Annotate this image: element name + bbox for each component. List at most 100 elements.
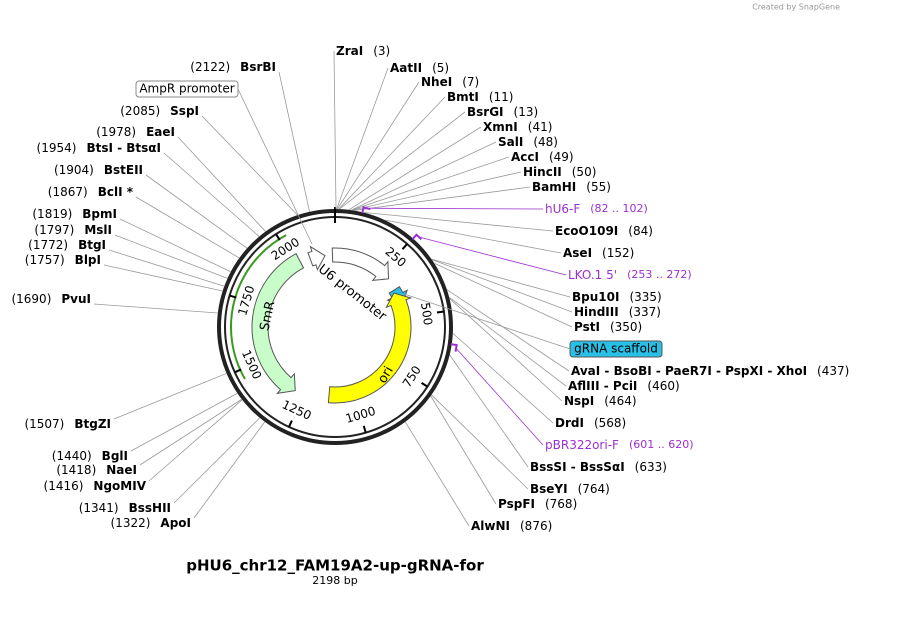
enzyme-label: NspI (464) (564, 394, 637, 408)
enzyme-name: BssHII (129, 501, 171, 515)
enzyme-name: Bpu10I (572, 290, 619, 304)
primer-leader (418, 236, 567, 276)
enzyme-site: (1418) (56, 463, 96, 477)
enzyme-name: BlpI (75, 253, 101, 267)
enzyme-leader (93, 303, 218, 314)
enzyme-name: BmtI (447, 90, 479, 104)
enzyme-site: (437) (817, 364, 849, 378)
enzyme-site: (41) (528, 120, 553, 134)
ring-tick (275, 233, 281, 241)
primer-label: pBR322ori-F (601 .. 620) (545, 438, 694, 452)
enzyme-site: (5) (432, 61, 449, 75)
enzyme-site: (1797) (34, 223, 74, 237)
enzyme-name: BseYI (530, 482, 568, 496)
enzyme-leader (431, 258, 571, 298)
enzyme-leader (384, 219, 562, 254)
enzyme-label: (1757) BlpI (25, 253, 101, 267)
watermark: Created by SnapGene (752, 3, 840, 12)
feature-arrow (331, 247, 390, 281)
enzyme-label: BseYI (764) (530, 482, 610, 496)
enzyme-name: ZraI (336, 44, 363, 58)
enzyme-site: (1978) (96, 125, 136, 139)
enzyme-site: (768) (545, 497, 577, 511)
enzyme-site: (3) (373, 44, 390, 58)
enzyme-label: (1690) PvuI (11, 292, 91, 306)
enzyme-leader (430, 395, 497, 505)
enzyme-site: (1772) (28, 238, 68, 252)
enzyme-label: (1904) BstEII (54, 163, 143, 177)
enzyme-name: SspI (170, 104, 199, 118)
enzyme-site: (1954) (37, 141, 77, 155)
enzyme-site: (1322) (111, 516, 151, 530)
primer-label: hU6-F (82 .. 102) (545, 202, 648, 216)
enzyme-label: NheI (7) (421, 75, 479, 89)
enzyme-name: AccI (511, 150, 539, 164)
enzyme-name: BtgI (78, 238, 106, 252)
enzyme-name: AseI (563, 246, 592, 260)
enzyme-site: (764) (578, 482, 610, 496)
enzyme-leader (431, 394, 529, 490)
enzyme-name: BstEII (104, 163, 143, 177)
enzyme-site: (337) (629, 305, 661, 319)
enzyme-name: SalI (498, 135, 523, 149)
ring-tick-label: 1250 (280, 397, 314, 422)
enzyme-label: (1978) EaeI (96, 125, 175, 139)
enzyme-site: (876) (520, 519, 552, 533)
enzyme-label: XmnI (41) (483, 120, 552, 134)
enzyme-name: AatII (390, 61, 422, 75)
enzyme-name: PspFI (498, 497, 535, 511)
enzyme-label: AseI (152) (563, 246, 634, 260)
enzyme-label: (1954) BtsI - BtsαI (37, 141, 161, 155)
enzyme-leader (135, 196, 240, 259)
primer-name: hU6-F (545, 202, 580, 216)
enzyme-site: (1867) (48, 185, 88, 199)
enzyme-leader (449, 298, 563, 402)
enzyme-leader (404, 421, 470, 527)
enzyme-label: DrdI (568) (555, 416, 626, 430)
enzyme-label: PstI (350) (574, 320, 642, 334)
enzyme-name: BtgZI (74, 417, 111, 431)
feature-label: SmR (258, 300, 279, 332)
enzyme-name: NheI (421, 75, 452, 89)
enzyme-site: (464) (604, 394, 636, 408)
enzyme-label: BssSI - BssSαI (633) (530, 460, 667, 474)
enzyme-site: (350) (610, 320, 642, 334)
enzyme-leader (114, 234, 228, 279)
enzyme-leader (363, 211, 554, 232)
enzyme-label: (2085) SspI (120, 104, 199, 118)
enzyme-leader (173, 417, 261, 504)
enzyme-label: HincII (50) (523, 165, 596, 179)
enzyme-name: AflIII - PciI (568, 379, 637, 393)
enzyme-label: (1341) BssHII (79, 501, 171, 515)
feature-label: gRNA scaffold (574, 342, 658, 356)
enzyme-label: Bpu10I (335) (572, 290, 662, 304)
primer-leader (366, 207, 544, 210)
enzyme-site: (1904) (54, 163, 94, 177)
enzyme-leader (145, 174, 248, 249)
enzyme-label: (1507) BtgZI (24, 417, 111, 431)
enzyme-label: BamHI (55) (532, 180, 611, 194)
plasmid-name: pHU6_chr12_FAM19A2-up-gRNA-for (186, 557, 484, 575)
enzyme-leader (108, 249, 225, 287)
enzyme-site: (49) (549, 150, 574, 164)
enzyme-leader (348, 126, 482, 211)
ring-tick (288, 420, 293, 428)
enzyme-leader (336, 67, 389, 210)
enzyme-name: NspI (564, 394, 594, 408)
enzyme-site: (48) (533, 135, 558, 149)
enzyme-site: (55) (586, 180, 611, 194)
primer-mark (411, 233, 422, 241)
primer-label: LKO.1 5' (253 .. 272) (568, 268, 692, 282)
feature-label: AmpR promoter (139, 82, 234, 96)
enzyme-label: BsrGI (13) (467, 105, 538, 119)
enzyme-leader (452, 332, 554, 424)
feature-arrow (327, 292, 413, 404)
enzyme-label: EcoO109I (84) (555, 224, 653, 238)
enzyme-leader (434, 262, 573, 328)
enzyme-site: (335) (629, 290, 661, 304)
enzyme-site: (1440) (52, 449, 92, 463)
enzyme-label: HindIII (337) (574, 305, 661, 319)
enzyme-name: HincII (523, 165, 562, 179)
primer-name: pBR322ori-F (545, 438, 619, 452)
enzyme-label: BmtI (11) (447, 90, 514, 104)
